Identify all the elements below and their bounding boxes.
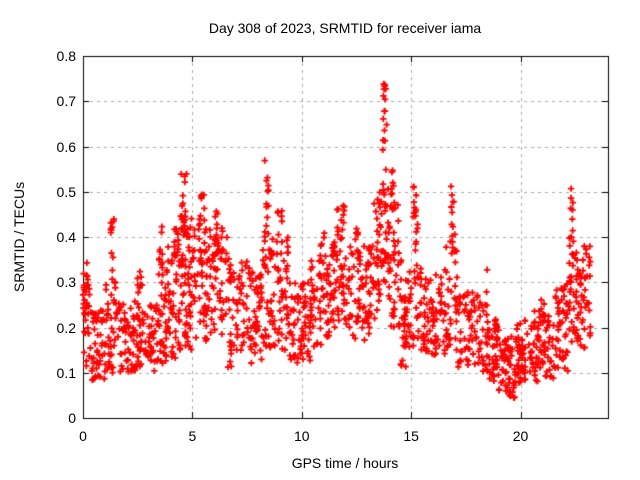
x-tick-label: 15	[403, 428, 419, 444]
y-tick-label: 0.6	[56, 138, 76, 155]
y-tick-label: 0.4	[56, 229, 76, 245]
y-tick-label: 0.5	[56, 183, 76, 200]
x-tick-label: 5	[188, 428, 197, 444]
y-tick-label: 0.8	[56, 48, 76, 64]
y-tick-label: 0.3	[56, 274, 76, 291]
y-tick-label: 0.2	[56, 319, 76, 336]
x-axis-label: GPS time / hours	[291, 455, 399, 471]
y-tick-label: 0.7	[56, 93, 76, 110]
x-tick-label: 20	[512, 428, 529, 444]
y-tick-label: 0	[68, 410, 76, 426]
y-tick-label: 0.1	[56, 364, 76, 381]
x-tick-label: 10	[293, 428, 310, 444]
y-axis-label: SRMTID / TECUs	[11, 181, 27, 293]
chart-title: Day 308 of 2023, SRMTID for receiver iam…	[208, 20, 482, 36]
x-tick-label: 0	[79, 428, 87, 444]
